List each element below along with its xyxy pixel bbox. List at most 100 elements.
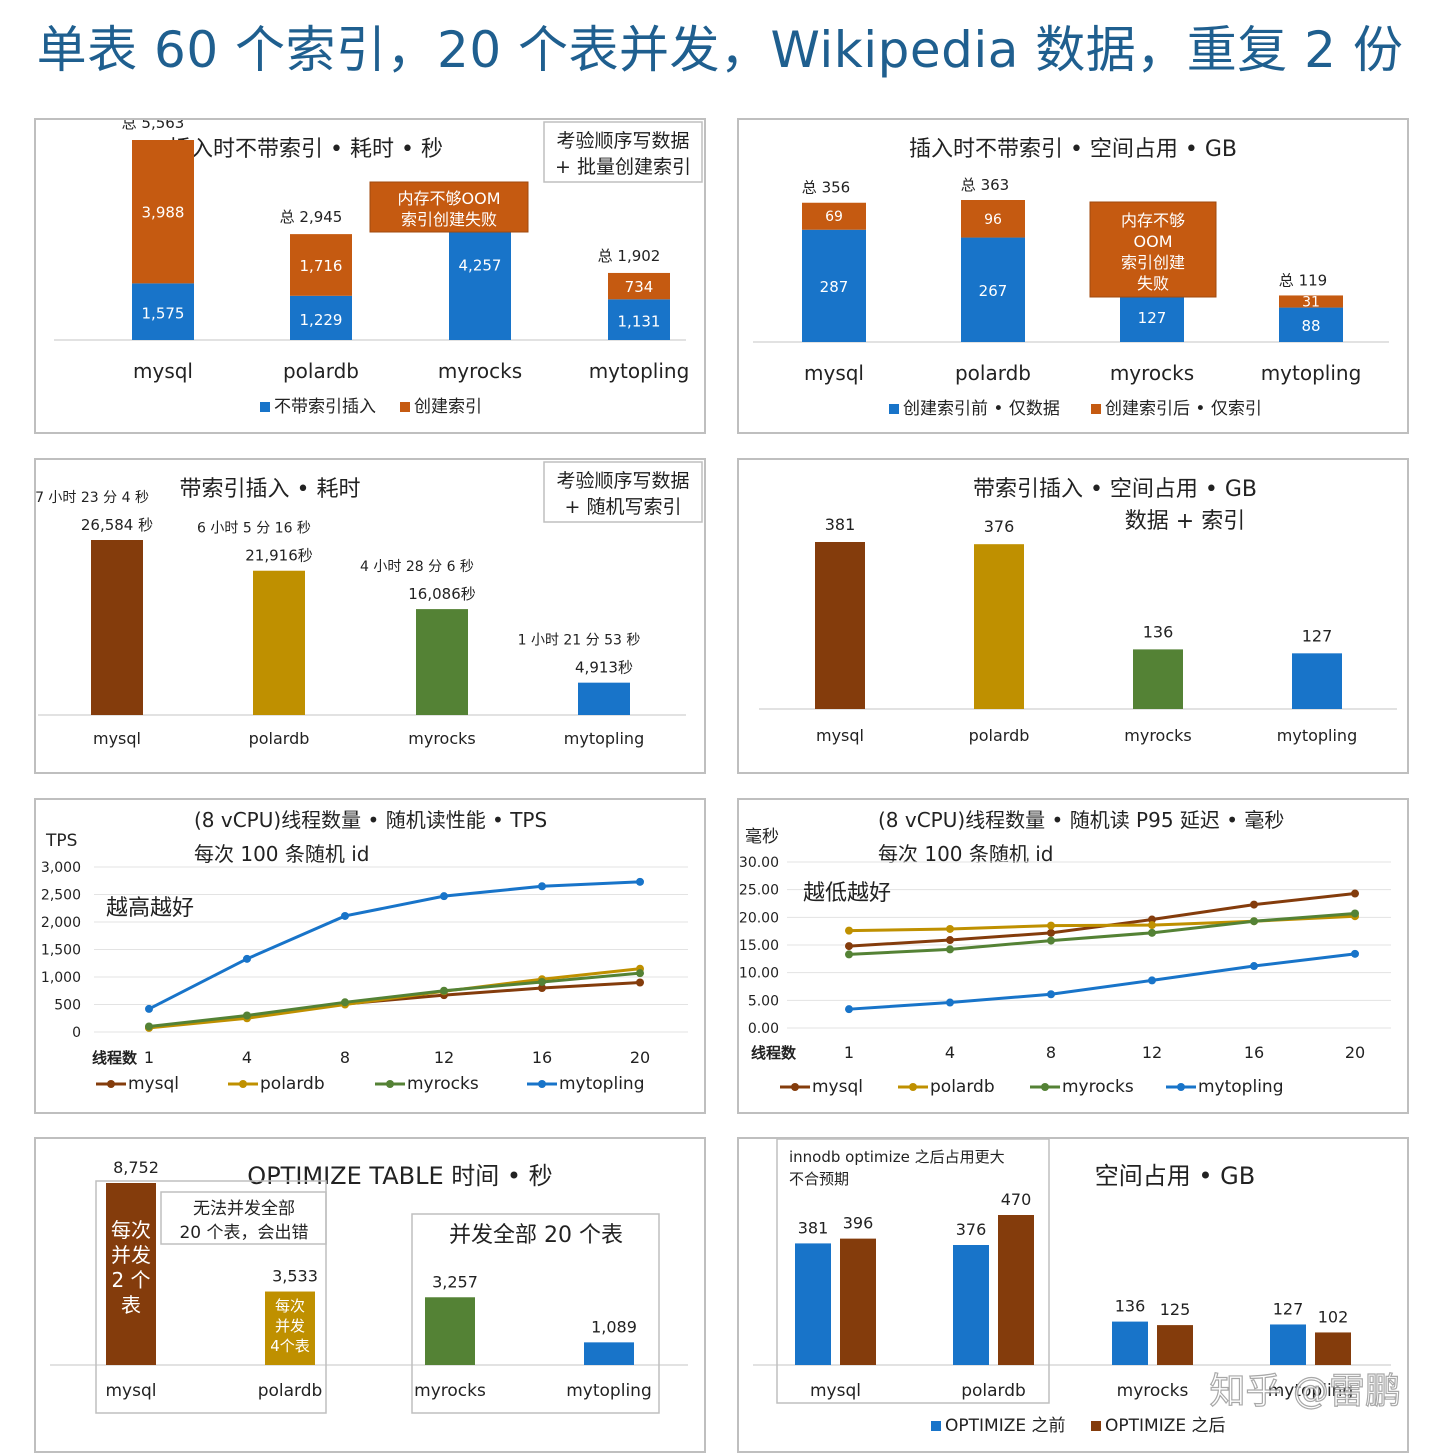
legend-swatch-dot [909,1083,917,1091]
x-tick-label: 16 [532,1048,552,1067]
legend-swatch-dot [791,1083,799,1091]
chart-svg: 插入时不带索引 • 耗时 • 秒 考验顺序写数据 + 批量创建索引 1,575 3,98… [54,120,703,417]
chart-panel-insert-index-time: 带索引插入 • 耗时 考验顺序写数据 + 随机写索引 26,584 秒 7 小时 23 … [34,458,706,774]
data-point [946,945,954,954]
bar [106,1183,156,1365]
bar [91,540,143,715]
data-point [538,977,546,986]
y-tick-label: 5.00 [748,993,779,1009]
bar-segment [802,202,866,230]
data-label: 88 [1301,317,1320,335]
chart-subtitle: 数据 + 索引 [1125,509,1245,534]
duration-label: 7 小时 23 分 4 秒 [36,490,149,506]
data-point [1250,962,1258,971]
data-label: 1,131 [618,313,661,331]
y-tick-label: 1,500 [41,943,81,959]
total-label: 总 363 [961,176,1009,194]
group-box [95,1180,327,1414]
data-label: 4,913秒 [575,659,633,677]
category-label: mytopling [1268,1381,1354,1401]
data-point [1148,976,1156,985]
chart-title: 带索引插入 • 耗时 [180,477,361,502]
oom-callout-line: OOM [1134,232,1173,251]
note-line: 并发全部 20 个表 [449,1223,623,1248]
x-axis-title: 线程数 [751,1044,797,1062]
legend-label: polardb [930,1077,995,1097]
bar [974,544,1024,709]
category-label: polardb [249,729,310,748]
category-label: mytopling [564,729,644,748]
bar [253,570,305,715]
bar [998,1215,1034,1365]
data-label: 136 [1143,622,1174,641]
y-tick-label: 10.00 [739,966,779,982]
y-tick-label: 1,000 [41,970,81,986]
category-label: polardb [283,359,359,383]
bar [416,609,468,715]
note-line: + 随机写索引 [565,496,682,518]
bar [1292,653,1342,709]
note-box [160,1191,327,1245]
bar-segment [961,200,1025,238]
chart-title: OPTIMIZE TABLE 时间 • 秒 [247,1162,552,1190]
data-point [1047,921,1055,930]
data-point [243,954,251,963]
data-point [946,936,954,945]
data-label: 125 [1160,1300,1191,1319]
category-label: myrocks [438,359,522,383]
data-point [1047,990,1055,999]
note-box [543,121,703,183]
page-title: 单表 60 个索引，20 个表并发，Wikipedia 数据，重复 2 份 [36,21,1404,79]
category-label: mysql [106,1381,157,1401]
y-tick-label: 2,500 [41,888,81,904]
duration-label: 1 小时 21 分 53 秒 [518,633,641,649]
x-tick-label: 16 [1244,1043,1264,1062]
category-label: polardb [969,726,1030,745]
data-point [1250,917,1258,926]
total-label: 总 2,945 [280,208,343,226]
watermark: 知乎 @雷鹏 [1210,1371,1401,1412]
x-tick-label: 12 [1142,1043,1162,1062]
bar [578,682,630,715]
chart-title: (8 vCPU)线程数量 • 随机读性能 • TPS [194,808,547,832]
y-tick-label: 2,000 [41,915,81,931]
data-label: 96 [984,212,1002,228]
oom-callout-line: 失败 [1137,274,1169,293]
data-label: 3,988 [142,204,185,222]
legend-label: mysql [128,1074,179,1094]
bar [1157,1325,1193,1365]
bar-segment [608,299,670,340]
data-point [145,1022,153,1031]
bar [1270,1324,1306,1365]
chart-panel-insert-noindex-space: 插入时不带索引 • 空间占用 • GB 287 69 总 356 mysql 267 96 总… [737,118,1409,434]
y-tick-label: 500 [54,998,81,1014]
legend-label: OPTIMIZE 之前 [945,1416,1066,1436]
note-box [543,461,703,523]
bar-segment [1120,292,1184,342]
legend-label: mytopling [559,1074,645,1094]
data-label: 4,257 [459,256,502,274]
note-line: 无法并发全部 [193,1199,295,1219]
data-point [538,882,546,891]
oom-callout [1089,201,1217,298]
chart-panel-optimize-space: innodb optimize 之后占用更大 不合预期 空间占用 • GB 381 39… [737,1137,1409,1453]
category-label: polardb [258,1381,323,1401]
data-label: 69 [825,209,843,225]
oom-callout-line: 索引创建 [1121,253,1185,272]
data-point [1351,909,1359,918]
data-point [1047,936,1055,945]
legend-label: OPTIMIZE 之后 [1105,1416,1226,1436]
bar [953,1245,989,1365]
bar [1133,649,1183,709]
bar-inner-label: 每次 [275,1297,305,1315]
data-point [1351,949,1359,958]
x-tick-label: 8 [340,1048,350,1067]
data-label: 267 [979,282,1008,300]
data-label: 31 [1302,295,1320,311]
bar-segment [132,283,194,340]
oom-callout-line: 内存不够 [1121,211,1185,230]
note-line: 考验顺序写数据 [556,130,689,152]
data-point [946,998,954,1007]
total-label: 总 356 [802,179,850,197]
